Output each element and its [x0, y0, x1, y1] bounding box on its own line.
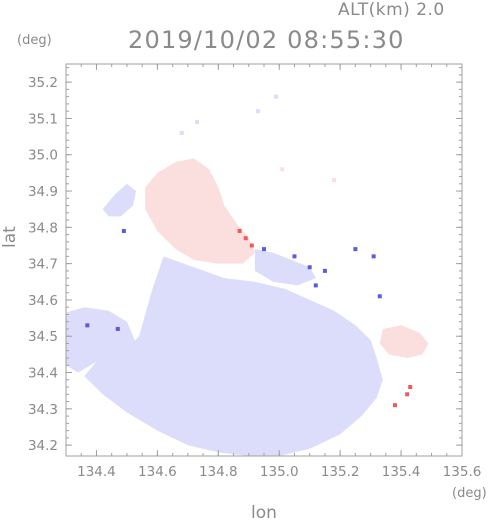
echo-point-19 — [85, 323, 90, 328]
echo-point-11 — [322, 268, 327, 273]
echo-point-2 — [194, 120, 199, 125]
echo-point-4 — [280, 167, 285, 172]
y-tick-label: 34.2 — [28, 438, 58, 454]
echo-point-22 — [313, 283, 318, 288]
echo-region-negative-1 — [66, 307, 137, 373]
y-tick-label: 34.4 — [28, 366, 58, 382]
x-tick-label: 134.4 — [77, 464, 116, 480]
echo-points — [85, 94, 419, 408]
echo-region-negative-0 — [84, 256, 383, 456]
x-axis-unit: (deg) — [452, 486, 487, 501]
altitude-label: ALT(km) 2.0 — [338, 0, 445, 20]
echo-region-negative-5 — [254, 249, 316, 286]
echo-region-negative-4 — [102, 183, 137, 217]
y-tick-label: 34.8 — [28, 220, 58, 236]
echo-point-7 — [249, 243, 254, 248]
echo-point-17 — [408, 385, 413, 390]
x-tick-label: 134.6 — [138, 464, 177, 480]
echo-point-0 — [274, 94, 279, 99]
y-tick-label: 34.9 — [28, 184, 58, 200]
axis-ticks: 134.4 134.6 134.8 135.0 135.2 135.4 135.6 34.2 3… — [28, 64, 481, 480]
chart-title: 2019/10/02 08:55:30 — [128, 26, 405, 54]
echo-region-positive-3 — [379, 325, 429, 358]
x-axis-label: lon — [251, 503, 277, 523]
echo-point-14 — [237, 228, 242, 233]
echo-point-16 — [405, 392, 410, 397]
y-axis-unit: (deg) — [17, 33, 52, 48]
echo-point-21 — [121, 228, 126, 233]
echo-point-15 — [392, 403, 397, 408]
x-tick-label: 135.6 — [443, 464, 482, 480]
echo-point-9 — [292, 254, 297, 259]
y-tick-label: 34.7 — [28, 257, 58, 273]
y-tick-label: 35.1 — [28, 111, 58, 127]
x-tick-label: 135.2 — [321, 464, 360, 480]
echo-point-12 — [353, 247, 358, 252]
y-tick-label: 34.5 — [28, 329, 58, 345]
echo-point-23 — [377, 294, 382, 299]
echo-point-10 — [307, 265, 312, 270]
echo-regions — [66, 85, 441, 456]
echo-point-6 — [243, 236, 248, 241]
echo-point-1 — [255, 109, 260, 114]
x-tick-label: 134.8 — [199, 464, 238, 480]
y-tick-label: 35.0 — [28, 148, 58, 164]
y-tick-label: 35.2 — [28, 75, 58, 91]
echo-point-20 — [115, 326, 120, 331]
echo-point-18 — [414, 341, 419, 346]
echo-point-5 — [332, 178, 337, 183]
x-tick-label: 135.0 — [260, 464, 299, 480]
echo-region-positive-2 — [145, 158, 255, 264]
echo-point-8 — [262, 247, 266, 252]
y-tick-label: 34.6 — [28, 293, 58, 309]
echo-point-3 — [179, 130, 184, 135]
y-tick-label: 34.3 — [28, 402, 58, 418]
x-tick-label: 135.4 — [382, 464, 421, 480]
echo-point-13 — [371, 254, 376, 259]
